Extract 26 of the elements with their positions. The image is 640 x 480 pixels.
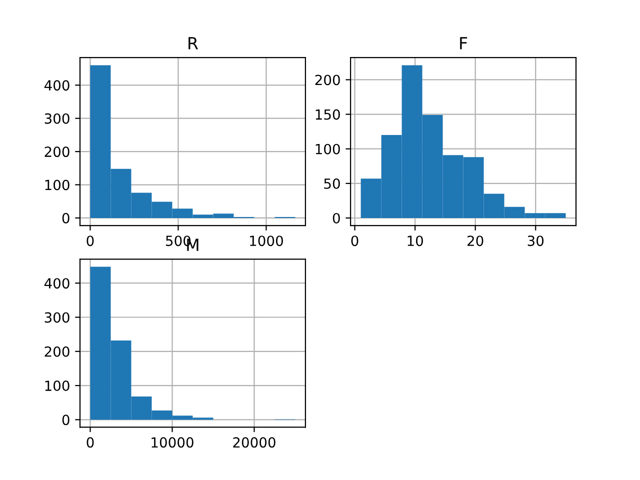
chart-title: R xyxy=(188,37,198,50)
y-tick-label: 400 xyxy=(44,278,70,289)
y-tick-label: 200 xyxy=(44,346,70,357)
x-tick-label: 0 xyxy=(86,236,94,246)
y-tick-label: 300 xyxy=(44,113,70,124)
y-tick-label: 100 xyxy=(45,380,70,392)
x-tick-label: 30 xyxy=(528,236,544,246)
y-tick-label: 400 xyxy=(44,80,70,91)
y-tick-label: 150 xyxy=(316,109,340,120)
y-tick-label: 50 xyxy=(324,178,340,189)
x-tick-label: 20 xyxy=(468,236,484,246)
y-tick-label: 300 xyxy=(44,312,70,323)
y-tick-label: 200 xyxy=(315,74,340,86)
x-tick-label: 20000 xyxy=(233,437,276,448)
y-tick-label: 0 xyxy=(62,212,70,224)
x-tick-label: 10 xyxy=(408,236,423,246)
chart-title: F xyxy=(460,37,468,50)
x-tick-label: 0 xyxy=(351,236,358,246)
y-tick-label: 0 xyxy=(62,414,70,426)
y-tick-label: 200 xyxy=(44,146,70,158)
x-tick-label: 1000 xyxy=(250,236,283,246)
y-tick-label: 0 xyxy=(332,212,340,224)
x-tick-label: 0 xyxy=(86,437,94,448)
x-tick-label: 10000 xyxy=(152,437,194,448)
y-tick-label: 100 xyxy=(45,180,70,190)
y-tick-label: 100 xyxy=(316,144,340,154)
